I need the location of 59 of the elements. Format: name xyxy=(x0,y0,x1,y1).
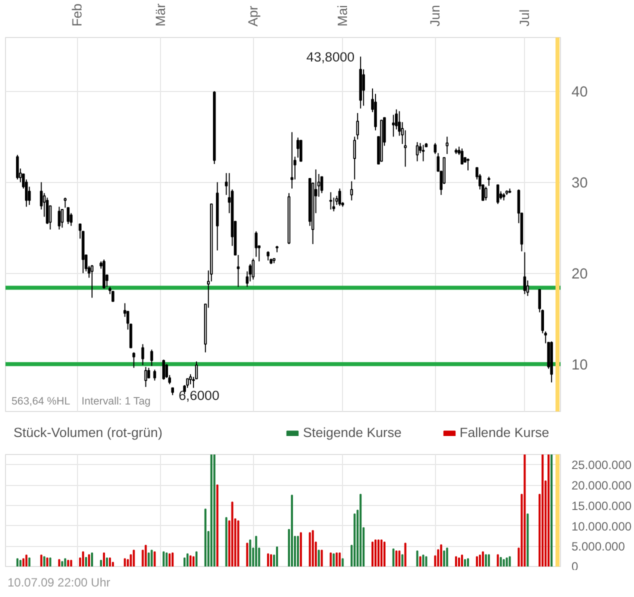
candlestick xyxy=(132,352,136,368)
annotation: 43,8000 xyxy=(306,50,355,65)
candlestick xyxy=(60,208,64,228)
candlestick xyxy=(338,188,342,206)
candlestick xyxy=(254,230,258,258)
candlestick xyxy=(416,142,419,162)
candlestick xyxy=(90,264,94,298)
candlestick xyxy=(484,186,488,201)
legend-label: Fallende Kurse xyxy=(460,425,550,440)
y-tick-label: 20 xyxy=(572,266,588,283)
candlestick xyxy=(252,258,255,280)
annotation: 563,64 %HL xyxy=(12,396,70,408)
annotation: Intervall: 1 Tag xyxy=(82,396,151,408)
candlestick xyxy=(144,366,148,388)
x-tick-label: Mai xyxy=(335,4,350,26)
candlestick xyxy=(290,132,294,190)
x-tick-label: Jul xyxy=(517,9,532,26)
y-tick-label: 30 xyxy=(572,176,588,192)
x-tick-label: Feb xyxy=(70,4,85,26)
candlestick xyxy=(58,206,61,230)
y-tick-label: 40 xyxy=(572,84,588,101)
text: 10.07.09 22:00 Uhr xyxy=(8,576,110,590)
candlestick xyxy=(466,158,470,171)
y-tick-label: 15.000.000 xyxy=(572,498,632,513)
y-tick-label: 25.000.000 xyxy=(572,458,632,472)
y-tick-label: 10.000.000 xyxy=(572,519,632,534)
candlestick xyxy=(356,112,359,140)
legend-label: Steigende Kurse xyxy=(303,425,402,440)
y-tick-label: 5.000.000 xyxy=(572,540,626,554)
x-tick-label: Mär xyxy=(153,2,168,26)
candlestick xyxy=(392,114,395,138)
candlestick xyxy=(266,250,270,261)
x-tick-label: Apr xyxy=(246,5,261,26)
candlestick xyxy=(496,184,500,205)
candlestick xyxy=(300,140,302,162)
candlestick xyxy=(329,192,332,210)
candlestick xyxy=(350,180,354,201)
candlestick xyxy=(320,176,324,194)
candlestick xyxy=(460,148,464,164)
candlestick xyxy=(362,68,365,106)
y-tick-label: 20.000.000 xyxy=(572,478,632,493)
candlestick xyxy=(112,290,114,302)
candlestick xyxy=(404,130,407,168)
candlestick xyxy=(129,324,132,348)
candlestick xyxy=(523,252,526,295)
annotation: 6,6000 xyxy=(178,388,220,404)
candlestick xyxy=(153,369,156,382)
candlestick xyxy=(147,367,150,378)
candlestick xyxy=(434,142,437,154)
candlestick xyxy=(541,309,544,334)
y-tick-label: 10 xyxy=(572,358,588,374)
candlestick xyxy=(487,176,490,186)
candlestick xyxy=(296,137,300,158)
candlestick xyxy=(150,349,154,366)
candlestick xyxy=(16,154,19,180)
x-tick-label: Jun xyxy=(428,5,443,26)
candlestick xyxy=(446,136,449,154)
candlestick xyxy=(353,136,356,180)
chart-title: Stück-Volumen (rot-grün) xyxy=(14,425,162,440)
